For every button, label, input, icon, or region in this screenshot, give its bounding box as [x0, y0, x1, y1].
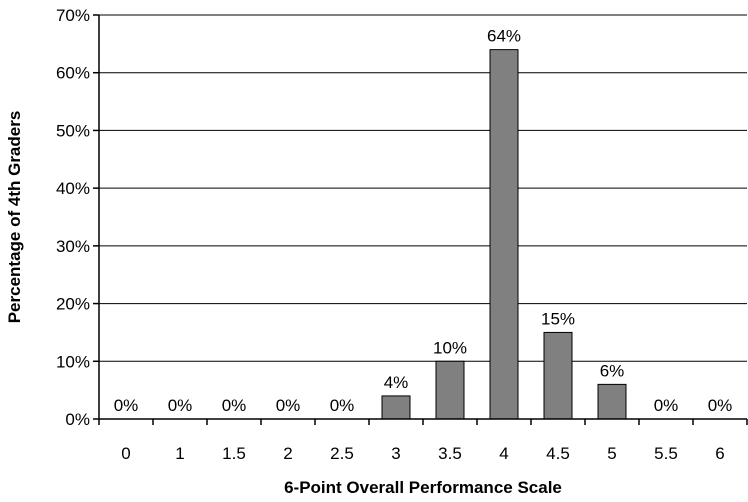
bar-data-label: 0% — [276, 396, 301, 415]
y-tick-label: 30% — [56, 237, 90, 256]
bar-data-label: 64% — [487, 27, 521, 46]
bars — [381, 49, 627, 420]
x-tick-label: 5 — [607, 444, 616, 463]
x-axis-title: 6-Point Overall Performance Scale — [284, 478, 562, 497]
y-axis-title: Percentage of 4th Graders — [5, 111, 24, 324]
bar — [489, 49, 519, 420]
y-tick-label: 40% — [56, 179, 90, 198]
y-tick-label: 60% — [56, 64, 90, 83]
x-tick-label: 1 — [175, 444, 184, 463]
gridlines — [99, 14, 747, 362]
x-tick-label: 3 — [391, 444, 400, 463]
bar-data-label: 15% — [541, 309, 575, 328]
x-tick-label: 4.5 — [546, 444, 570, 463]
y-tick-label: 50% — [56, 121, 90, 140]
x-tick-label: 2 — [283, 444, 292, 463]
y-tick-label: 20% — [56, 295, 90, 314]
x-tick-label: 3.5 — [438, 444, 462, 463]
x-ticks: 0 1 1.5 2 2.5 3 3.5 4 4.5 5 5.5 6 — [98, 419, 748, 463]
bar-data-label: 0% — [114, 396, 139, 415]
bar-data-label: 0% — [222, 396, 247, 415]
x-tick-label: 2.5 — [330, 444, 354, 463]
bar — [597, 383, 627, 420]
x-tick-label: 4 — [499, 444, 508, 463]
y-tick-label: 0% — [65, 410, 90, 429]
axes — [98, 15, 747, 420]
bar-data-label: 0% — [168, 396, 193, 415]
y-tick-label: 70% — [56, 6, 90, 25]
bar — [435, 360, 465, 420]
bar-data-label: 6% — [600, 361, 625, 380]
x-tick-label: 5.5 — [654, 444, 678, 463]
y-ticks: 0% 10% 20% 30% 40% 50% 60% 70% — [56, 6, 99, 429]
bar — [543, 331, 573, 420]
bar-data-label: 0% — [708, 396, 733, 415]
bar-data-label: 10% — [433, 338, 467, 357]
bar-data-label: 0% — [330, 396, 355, 415]
y-tick-label: 10% — [56, 352, 90, 371]
bar — [381, 395, 411, 420]
bar-data-label: 0% — [654, 396, 679, 415]
data-labels: 0% 0% 0% 0% 0% 4% 10% 64% 15% 6% 0% 0% — [114, 27, 733, 415]
x-tick-label: 1.5 — [222, 444, 246, 463]
x-tick-label: 6 — [715, 444, 724, 463]
bar-data-label: 4% — [384, 373, 409, 392]
x-tick-label: 0 — [121, 444, 130, 463]
